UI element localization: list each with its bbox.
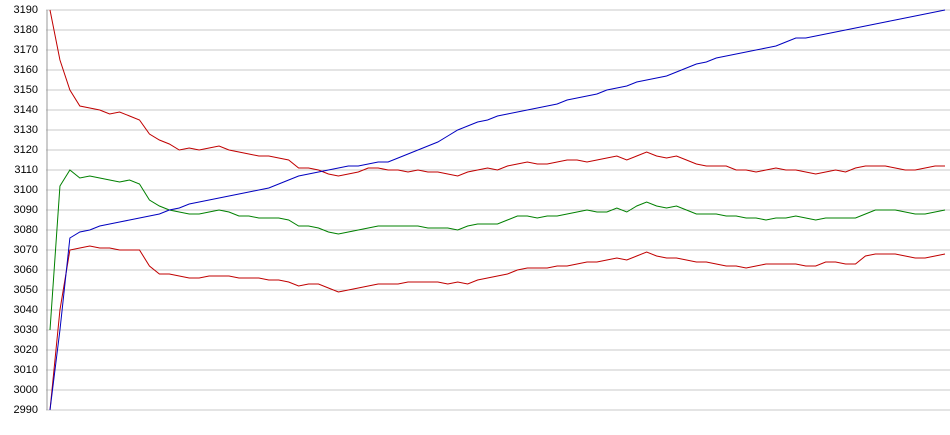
y-tick-label: 3000 [14, 384, 38, 396]
y-tick-label: 3070 [14, 244, 38, 256]
y-tick-label: 3080 [14, 224, 38, 236]
y-tick-label: 3170 [14, 44, 38, 56]
y-tick-label: 3060 [14, 264, 38, 276]
y-tick-label: 3040 [14, 304, 38, 316]
series-line [49, 169, 946, 331]
y-tick-label: 3190 [14, 4, 38, 16]
y-tick-label: 3050 [14, 284, 38, 296]
y-tick-label: 3180 [14, 24, 38, 36]
y-tick-label: 3120 [14, 144, 38, 156]
y-tick-label: 3140 [14, 104, 38, 116]
y-tick-label: 3020 [14, 344, 38, 356]
y-tick-label: 3150 [14, 84, 38, 96]
y-tick-label: 2990 [14, 404, 38, 416]
y-tick-label: 3030 [14, 324, 38, 336]
y-tick-label: 3160 [14, 64, 38, 76]
y-tick-label: 3110 [14, 164, 38, 176]
series-line [49, 9, 946, 411]
y-tick-label: 3130 [14, 124, 38, 136]
series-line [49, 9, 945, 177]
y-tick-label: 3090 [14, 204, 38, 216]
y-tick-label: 3100 [14, 184, 38, 196]
y-tick-label: 3010 [14, 364, 38, 376]
series-line [49, 245, 946, 411]
